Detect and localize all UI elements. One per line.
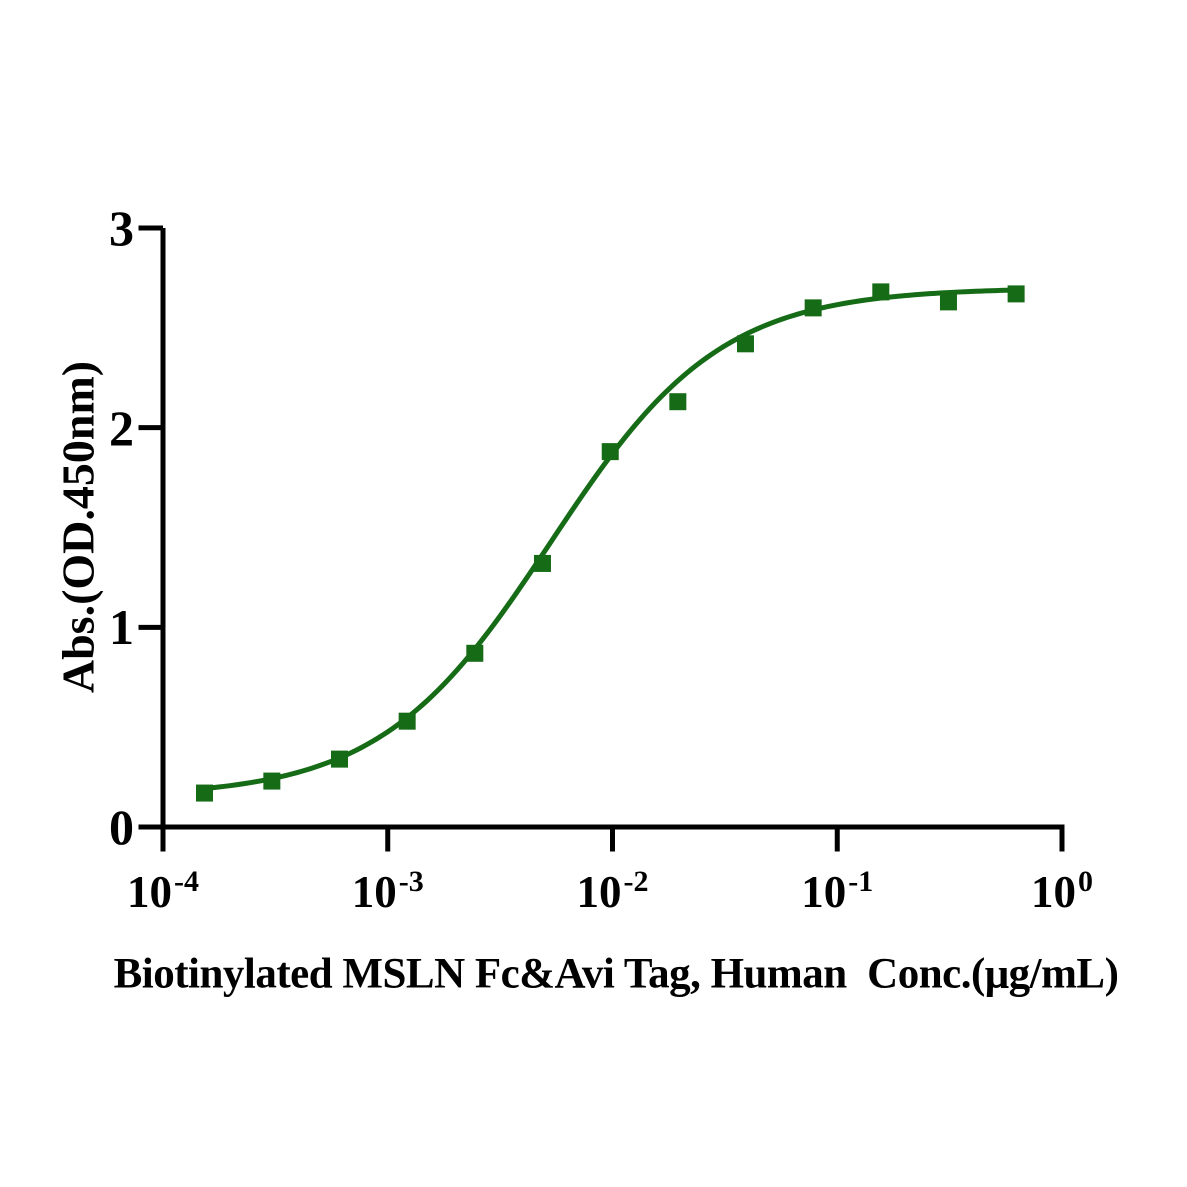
y-tick-label: 2 [109, 399, 134, 456]
x-axis-title: Biotinylated MSLN Fc&Avi Tag, Human Conc… [113, 950, 1119, 998]
x-tick-label: 100 [987, 858, 1137, 927]
x-tick-label: 10-2 [538, 858, 688, 927]
data-point [533, 554, 551, 572]
x-tick-label: 10-1 [762, 858, 912, 927]
x-tick-base: 10 [1031, 867, 1076, 917]
data-point [669, 393, 687, 411]
y-tick-label: 3 [109, 200, 134, 256]
y-axis-title: Abs.(OD.450nm) [52, 360, 104, 694]
x-tick-label: 10-4 [88, 858, 238, 927]
data-point [939, 293, 957, 311]
x-tick-exponent: 0 [1078, 865, 1093, 898]
x-tick-exponent: -1 [848, 865, 874, 898]
fit-curve [202, 287, 1019, 792]
data-point [872, 283, 890, 301]
x-tick-base: 10 [127, 867, 172, 917]
data-point [736, 335, 754, 353]
x-tick-base: 10 [576, 867, 622, 917]
data-point [804, 299, 822, 317]
data-point [263, 772, 281, 790]
x-tick-exponent: -2 [623, 865, 649, 898]
data-point [1007, 285, 1025, 303]
data-point [196, 784, 214, 802]
data-point [466, 644, 484, 662]
x-tick-base: 10 [801, 867, 847, 917]
y-tick-label: 1 [109, 599, 134, 656]
y-tick-label: 0 [109, 799, 134, 855]
x-tick-exponent: -4 [174, 865, 199, 898]
x-tick-exponent: -3 [398, 865, 424, 898]
x-tick-base: 10 [351, 867, 397, 917]
x-tick-label: 10-3 [313, 858, 463, 927]
data-point [331, 750, 348, 768]
data-point [398, 712, 416, 730]
data-point [601, 443, 619, 461]
